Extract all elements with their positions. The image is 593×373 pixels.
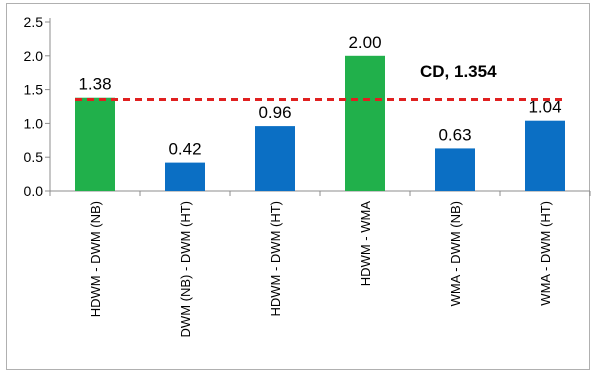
reference-line-label: CD, 1.354 [420, 62, 497, 81]
data-labels: 1.38 0.42 0.96 2.00 0.63 1.04 [78, 33, 561, 159]
y-tick-label: 1.5 [24, 82, 44, 98]
data-label: 0.42 [168, 140, 201, 159]
y-tick-label: 2.0 [24, 48, 44, 64]
bar [525, 120, 565, 191]
category-label: DWM (NB) - DWM (HT) [178, 201, 193, 337]
axes [49, 18, 590, 192]
bar [345, 55, 385, 191]
category-labels: HDWM - DWM (NB) DWM (NB) - DWM (HT) HDWM -… [88, 201, 553, 338]
category-label: HDWM - DWM (NB) [88, 201, 103, 317]
category-label: HDWM - DWM (HT) [268, 201, 283, 317]
bar [75, 97, 115, 191]
category-label: HDWM - WMA [358, 201, 373, 287]
data-label: 1.04 [528, 98, 561, 117]
y-ticks: 0.0 0.5 1.0 1.5 2.0 2.5 [24, 14, 591, 199]
y-tick-label: 0.5 [24, 149, 44, 165]
data-label: 0.96 [258, 103, 291, 122]
reference-line-group: CD, 1.354 [75, 62, 565, 101]
category-label: WMA - DWM (NB) [448, 201, 463, 306]
data-label: 0.63 [438, 125, 471, 144]
bar [435, 148, 475, 191]
data-label: 2.00 [348, 33, 381, 52]
y-tick-label: 1.0 [24, 115, 44, 131]
bars [75, 55, 565, 191]
data-label: 1.38 [78, 75, 111, 94]
bar [165, 162, 205, 191]
category-label: WMA - DWM (HT) [538, 201, 553, 306]
y-tick-label: 0.0 [24, 183, 44, 199]
y-tick-label: 2.5 [24, 14, 44, 30]
bar [255, 126, 295, 191]
